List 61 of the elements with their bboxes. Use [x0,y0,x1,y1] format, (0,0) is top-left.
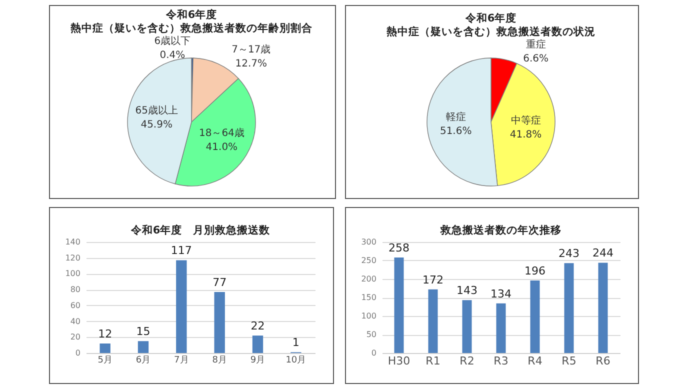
y-tick-label: 100 [361,312,376,320]
data-label: 41.0% [206,142,238,154]
chart-title: 令和6年度 月別救急搬送数 [130,224,272,236]
data-label: 244 [592,246,614,260]
slice-label: 7～17歳 [232,43,271,56]
data-label: 51.6% [440,126,472,137]
data-label: 22 [250,320,265,333]
chart-title: 救急搬送者数の年次推移 [440,224,562,236]
data-label: 243 [558,247,580,260]
y-tick-label: 0 [371,348,376,358]
data-label: 258 [388,242,410,255]
y-tick-label: 20 [70,332,80,342]
chart-title: 令和6年度 [464,12,517,25]
data-label: 12.7% [235,58,268,70]
x-tick-label: 8月 [212,356,227,366]
y-tick-label: 80 [70,285,80,294]
slice-label: 18～64歳 [198,127,244,140]
y-tick-label: 100 [65,269,80,278]
slice-label: 65歳以上 [135,104,178,116]
slice-label: 軽症 [446,110,466,123]
x-tick-label: 10月 [286,356,306,366]
y-tick-label: 300 [361,238,376,246]
x-tick-label: R5 [562,354,576,368]
x-tick-label: R2 [460,354,474,368]
y-tick-label: 140 [65,238,80,246]
y-tick-label: 0 [75,348,80,358]
x-tick-label: H30 [388,354,410,368]
data-label: 12 [98,327,112,340]
y-tick-label: 50 [366,330,376,339]
data-label: 143 [456,284,478,298]
data-label: 15 [136,325,150,338]
data-label: 196 [524,264,546,278]
x-tick-label: R6 [596,354,610,368]
data-label: 6.6% [523,54,549,65]
y-tick-label: 60 [70,300,80,310]
data-label: 41.8% [510,130,542,141]
y-tick-label: 150 [361,293,376,302]
x-tick-label: 5月 [98,356,112,366]
data-label: 0.4% [160,50,186,62]
x-tick-label: 9月 [250,356,266,366]
data-label: 77 [212,276,227,289]
data-label: 172 [422,273,444,286]
x-tick-label: 6月 [136,356,151,366]
y-tick-label: 250 [361,256,376,265]
x-tick-label: R3 [494,354,508,368]
slice-label: 中等症 [510,114,541,127]
data-label: 117 [170,244,192,258]
y-tick-label: 200 [361,274,376,284]
x-tick-label: R1 [426,354,440,368]
chart-subtitle: 熱中症（疑いを含む）救急搬送者数の状況 [386,25,596,38]
y-tick-label: 120 [65,253,80,262]
x-tick-label: R4 [528,354,542,368]
chart-title: 令和6年度 [164,8,218,22]
slice-label: 重症 [526,38,546,51]
data-label: 134 [490,287,512,300]
data-label: 45.9% [140,119,172,130]
slice-label: 6歳以下 [154,35,191,48]
data-label: 1 [292,336,300,350]
x-tick-label: 7月 [174,356,189,366]
chart-subtitle: 熱中症（疑いを含む）救急搬送者数の年齢別割合 [70,22,312,35]
y-tick-label: 40 [70,316,80,326]
